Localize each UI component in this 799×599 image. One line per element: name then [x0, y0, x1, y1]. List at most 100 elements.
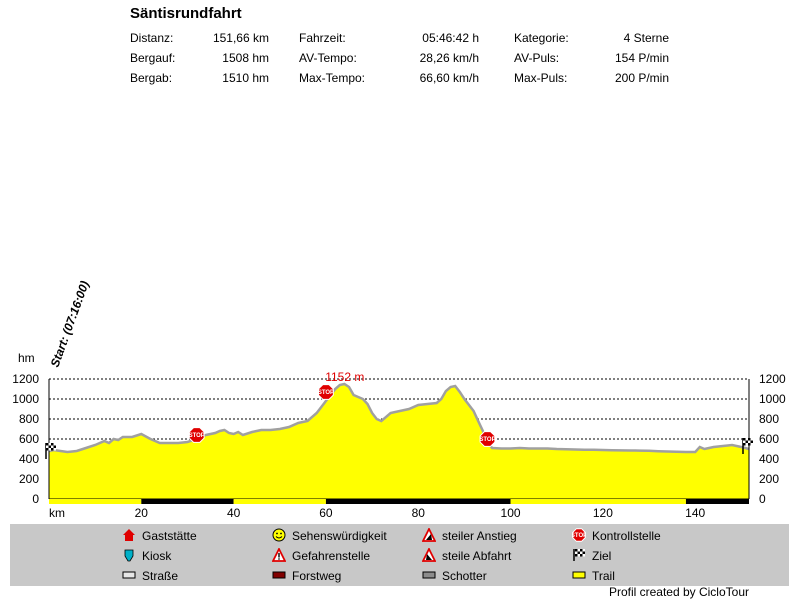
x-tick-label: 80: [412, 506, 426, 520]
stats-col-1-values: 151,66 km 1508 hm 1510 hm: [190, 28, 269, 88]
x-axis-label: km: [49, 506, 65, 520]
surface-segment: [141, 499, 234, 504]
steile-abfahrt-icon: [421, 546, 437, 562]
gaststaette-icon: [123, 529, 135, 541]
y-tick-label-right: 600: [759, 432, 779, 446]
stat-label: Distanz:: [130, 31, 174, 45]
stat-label: Fahrzeit:: [299, 31, 346, 45]
stat-value: 200 P/min: [614, 71, 669, 85]
svg-text:STOP: STOP: [318, 390, 334, 396]
stats-col-1-labels: Distanz: Bergauf: Bergab:: [130, 28, 175, 88]
surface-segment: [685, 499, 749, 504]
strasse-icon: [122, 571, 136, 579]
y-tick-label-right: 400: [759, 452, 779, 466]
legend-item: Gaststätte: [122, 528, 197, 543]
surface-segment: [233, 499, 326, 504]
kontrollstelle-icon: STOP: [571, 528, 587, 542]
stat-value: 154 P/min: [614, 51, 669, 65]
svg-text:STOP: STOP: [572, 533, 586, 539]
legend-label: Gaststätte: [142, 529, 197, 543]
legend-label: Ziel: [592, 549, 612, 563]
legend-item: Sehenswürdigkeit: [272, 528, 387, 543]
max-elevation-label: 1152 m: [325, 370, 364, 384]
stats-col-3-labels: Kategorie: AV-Puls: Max-Puls:: [514, 28, 569, 88]
stat-label: Max-Puls:: [514, 71, 568, 85]
legend-panel: Gaststätte Sehenswürdigkeit steiler Anstie…: [10, 524, 789, 586]
kontrollstelle-icon: STOP: [318, 384, 334, 400]
route-markers: STOP STOP STOP: [45, 384, 753, 459]
forstweg-icon: [272, 571, 286, 579]
stat-label: AV-Puls:: [514, 51, 560, 65]
legend-label: steiler Anstieg: [442, 529, 517, 543]
y-tick-label-left: 1200: [12, 372, 39, 386]
y-tick-label-left: 0: [32, 492, 39, 506]
legend-item: Gefahrenstelle: [271, 546, 371, 563]
start-icon: [45, 443, 56, 459]
surface-bar: [49, 499, 749, 504]
legend-label: Straße: [142, 569, 179, 583]
y-tick-label-right: 200: [759, 472, 779, 486]
x-tick-label: 100: [501, 506, 521, 520]
legend-label: Sehenswürdigkeit: [292, 529, 387, 543]
surface-segment: [325, 499, 511, 504]
x-tick-label: 40: [227, 506, 241, 520]
y-tick-label-right: 1000: [759, 392, 786, 406]
stats-col-3-values: 4 Sterne 154 P/min 200 P/min: [590, 28, 669, 88]
stat-label: Max-Tempo:: [299, 71, 366, 85]
y-tick-label-right: 1200: [759, 372, 786, 386]
legend-item: steiler Anstieg: [421, 526, 517, 543]
legend-label: steile Abfahrt: [442, 549, 512, 563]
legend-label: Schotter: [442, 569, 487, 583]
elevation-profile-chart: 0 0 200 200 400 400 600 600 800 800 1000 1000 1200 12…: [12, 279, 786, 520]
steiler-anstieg-icon: [421, 526, 437, 542]
legend-label: Trail: [592, 569, 615, 583]
start-time-label: Start: (07:16:00): [48, 279, 92, 369]
x-tick-label: 140: [685, 506, 705, 520]
y-axis-label: hm: [18, 351, 35, 365]
stat-value: 4 Sterne: [623, 31, 669, 45]
legend-label: Kiosk: [142, 549, 172, 563]
stat-value: 28,26 km/h: [419, 51, 479, 65]
ziel-icon: [573, 549, 585, 561]
schotter-icon: [422, 571, 436, 579]
ziel-icon: [742, 438, 753, 454]
stat-value: 05:46:42 h: [422, 31, 479, 45]
legend-item: Trail: [572, 568, 615, 583]
x-tick-label: 120: [593, 506, 613, 520]
legend-item: Schotter: [422, 568, 487, 583]
stat-value: 1510 hm: [222, 71, 269, 85]
y-tick-label-left: 400: [19, 452, 39, 466]
legend-item: Forstweg: [272, 568, 341, 583]
kontrollstelle-icon: STOP: [189, 427, 205, 443]
legend-label: Gefahrenstelle: [292, 549, 371, 563]
legend-label: Kontrollstelle: [592, 529, 661, 543]
stat-label: Kategorie:: [514, 31, 569, 45]
surface-segment: [49, 499, 142, 504]
gefahrenstelle-icon: [271, 546, 287, 562]
legend-item: Straße: [122, 568, 178, 583]
stat-label: Bergab:: [130, 71, 173, 85]
legend-item: Ziel: [572, 548, 611, 563]
stat-label: Bergauf:: [130, 51, 176, 65]
y-tick-label-left: 600: [19, 432, 39, 446]
trail-icon: [572, 571, 586, 579]
stats-col-2-labels: Fahrzeit: AV-Tempo: Max-Tempo:: [299, 28, 365, 88]
x-tick-label: 20: [135, 506, 149, 520]
stat-value: 151,66 km: [212, 31, 269, 45]
y-tick-label-left: 800: [19, 412, 39, 426]
surface-segment: [510, 499, 686, 504]
credit-text: Profil created by CicloTour: [608, 585, 749, 599]
stat-label: AV-Tempo:: [299, 51, 357, 65]
tick-labels: 0 0 200 200 400 400 600 600 800 800 1000 1000 1200 12…: [12, 372, 786, 520]
stats-col-2-values: 05:46:42 h 28,26 km/h 66,60 km/h: [390, 28, 479, 88]
svg-text:STOP: STOP: [189, 433, 205, 439]
elevation-area: [49, 384, 749, 499]
legend-item: steile Abfahrt: [421, 546, 512, 563]
y-tick-label-left: 200: [19, 472, 39, 486]
y-tick-label-left: 1000: [12, 392, 39, 406]
legend-label: Forstweg: [292, 569, 342, 583]
sehenswuerdigkeit-icon: [272, 528, 286, 542]
stat-value: 1508 hm: [222, 51, 269, 65]
tour-title: Säntisrundfahrt: [130, 5, 242, 22]
legend-item: Kiosk: [122, 548, 171, 563]
